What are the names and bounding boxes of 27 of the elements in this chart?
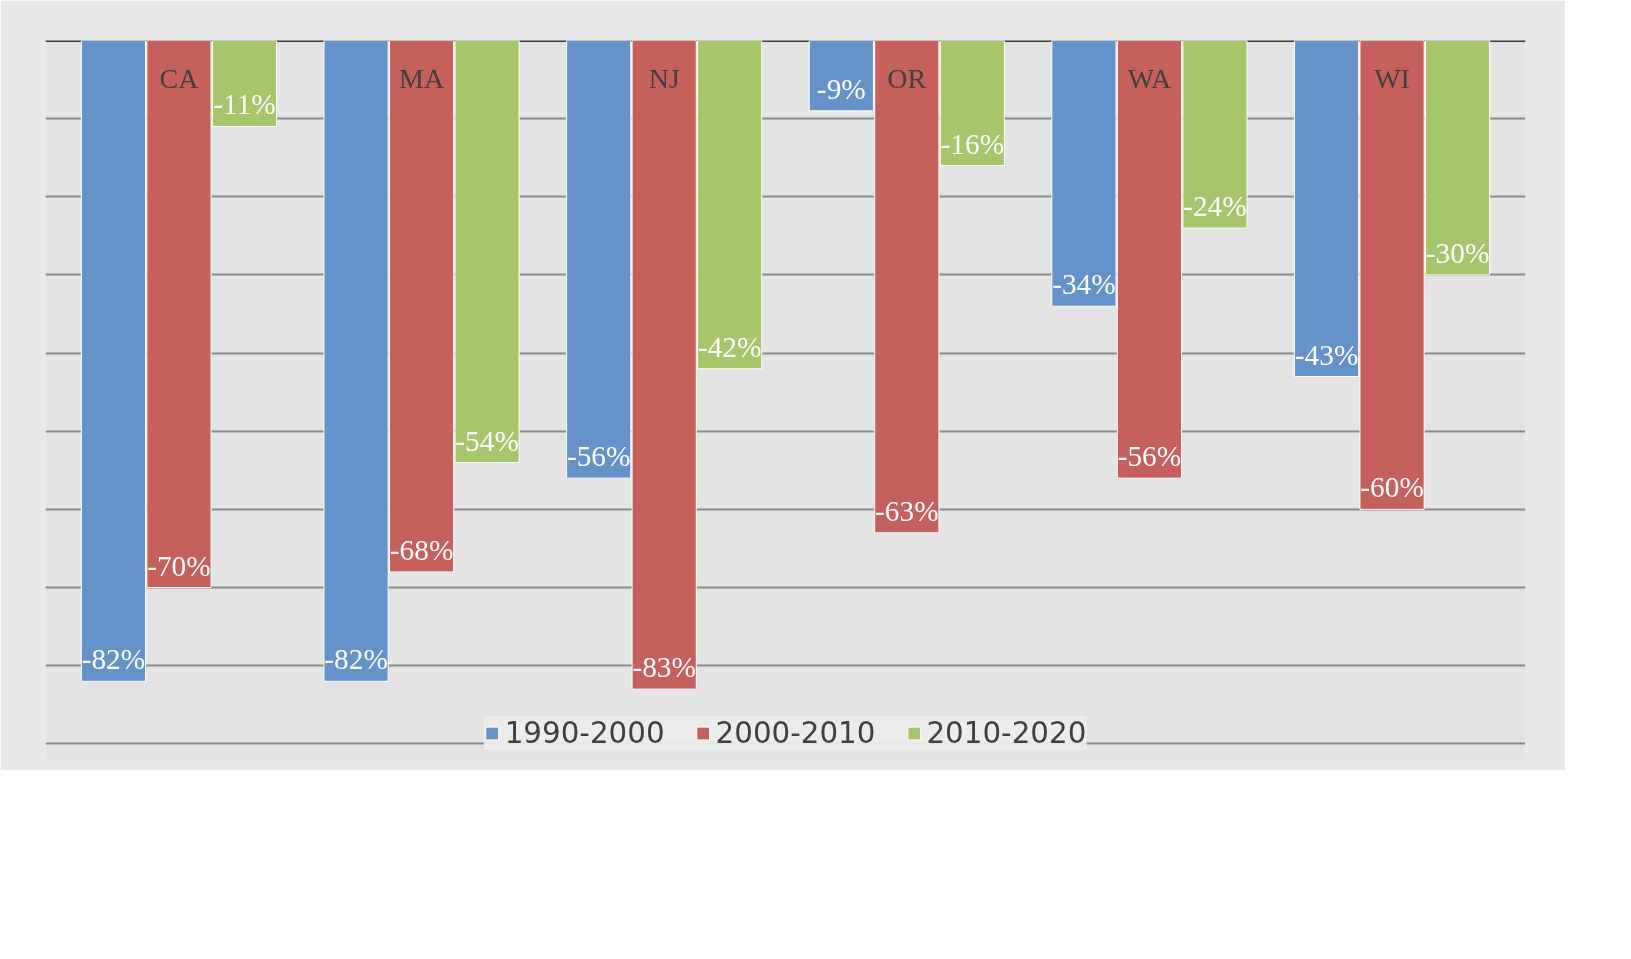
x-tick-label: OR [887, 62, 927, 94]
legend-label: 2000-2010 [715, 716, 876, 750]
data-label: -43% [1294, 338, 1359, 371]
data-label: -70% [147, 549, 211, 582]
data-label: -60% [1360, 471, 1424, 504]
x-tick-label: MA [399, 62, 445, 94]
legend-label: 1990-2000 [504, 716, 665, 750]
data-label: -11% [213, 88, 276, 121]
data-label: -24% [1183, 190, 1247, 223]
data-label: -63% [875, 494, 939, 527]
x-tick-label: WI [1374, 62, 1410, 94]
data-label: -30% [1425, 236, 1490, 269]
data-label: -16% [940, 127, 1005, 160]
data-label: -68% [389, 533, 454, 566]
data-label: -82% [324, 643, 388, 676]
x-tick-label: NJ [648, 62, 680, 94]
data-label: -9% [816, 72, 866, 105]
legend-label: 2010-2020 [926, 716, 1087, 750]
data-label: -82% [81, 643, 146, 676]
x-tick-label: CA [159, 62, 200, 94]
data-label: -34% [1052, 268, 1116, 301]
data-label: -56% [1117, 440, 1182, 473]
data-label: -42% [697, 330, 762, 363]
x-tick-label: WA [1127, 62, 1172, 94]
data-label: -56% [566, 440, 631, 473]
data-label: -54% [455, 424, 519, 457]
data-label: -83% [632, 651, 696, 684]
